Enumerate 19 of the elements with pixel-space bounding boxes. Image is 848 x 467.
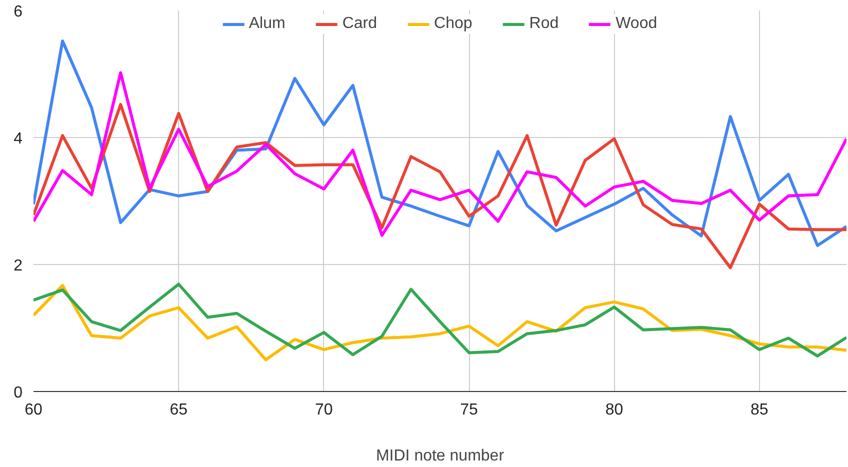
x-tick-label: 70: [314, 402, 333, 418]
x-tick-label: 80: [605, 402, 624, 418]
line-series: [34, 71, 846, 237]
line-series: [34, 102, 846, 270]
y-tick-label: 2: [14, 258, 23, 274]
legend-label: Rod: [529, 15, 559, 33]
y-tick-label: 0: [14, 384, 23, 402]
x-tick-label: 65: [170, 402, 188, 418]
x-tick-label: 75: [460, 402, 478, 418]
line-series: [34, 39, 846, 247]
x-tick-label: 85: [750, 402, 768, 418]
legend-label: Alum: [248, 15, 286, 33]
y-tick-label: 6: [14, 4, 23, 20]
x-axis-title: MIDI note number: [376, 448, 505, 464]
legend-label: Chop: [434, 15, 472, 33]
x-tick-label: 60: [24, 402, 42, 418]
y-tick-label: 4: [14, 130, 23, 148]
legend-label: Card: [342, 15, 378, 33]
legend-label: Wood: [616, 15, 658, 33]
